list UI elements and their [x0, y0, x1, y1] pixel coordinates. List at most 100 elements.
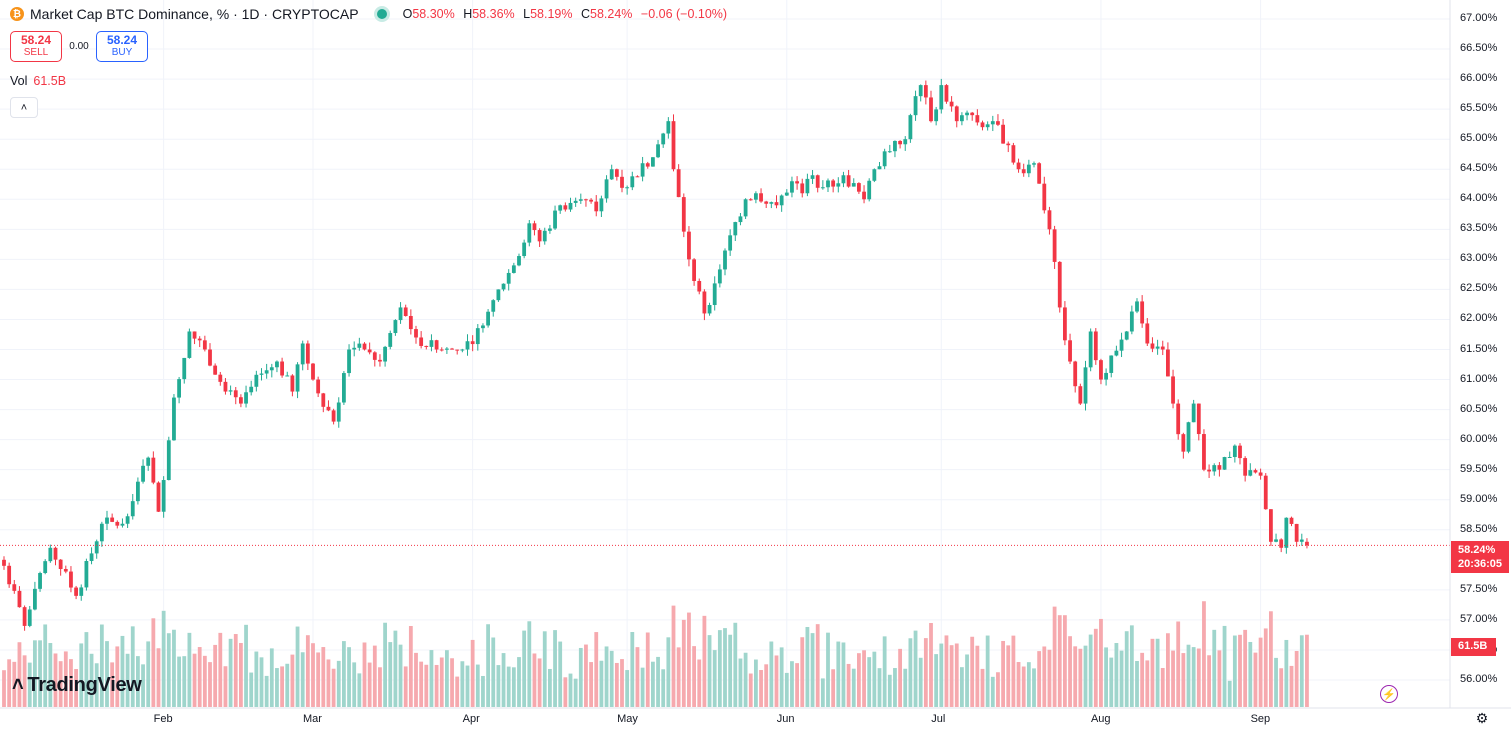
volume-bar: [620, 659, 624, 707]
buy-button[interactable]: 58.24 BUY: [96, 31, 148, 62]
candle-body: [89, 553, 94, 562]
volume-bar: [1171, 650, 1175, 707]
price-tick-label: 64.00%: [1460, 192, 1498, 205]
candle-body: [136, 481, 140, 502]
bar-countdown: 20:36:05: [1458, 558, 1503, 570]
candle-body: [867, 180, 872, 200]
volume-bar: [707, 635, 712, 707]
candle-body: [378, 359, 382, 362]
candle-body: [326, 406, 331, 411]
candle-body: [640, 163, 645, 177]
volume-bar: [687, 612, 691, 707]
price-tick-label: 66.00%: [1460, 72, 1498, 85]
volume-bar: [1021, 666, 1026, 707]
volume-bar: [913, 630, 918, 707]
volume-bar: [305, 635, 310, 707]
time-tick-label: Sep: [1250, 713, 1271, 725]
candle-body: [790, 181, 794, 193]
chevron-up-icon[interactable]: ˄: [10, 97, 38, 118]
market-status-icon[interactable]: [376, 9, 387, 19]
candle-body: [1166, 349, 1170, 377]
candle-body: [506, 272, 511, 284]
volume-bar: [43, 624, 48, 707]
last-price-value: 58.24%: [1458, 544, 1496, 556]
symbol-title[interactable]: Market Cap BTC Dominance, % · 1D · CRYPT…: [30, 6, 359, 22]
candle-body: [836, 183, 841, 187]
candle-body: [1016, 162, 1021, 170]
candle-body: [2, 559, 6, 566]
candle-body: [1114, 350, 1119, 356]
time-tick-label: Jun: [776, 713, 795, 725]
candle-body: [141, 465, 145, 482]
volume-bar: [1181, 653, 1186, 707]
price-tick-label: 63.50%: [1460, 222, 1498, 235]
volume-bar: [815, 624, 820, 707]
lightning-icon[interactable]: ⚡: [1380, 685, 1398, 703]
volume-bar: [12, 661, 17, 707]
volume-bar: [249, 672, 254, 707]
price-tick-label: 66.50%: [1460, 42, 1498, 55]
volume-bar: [7, 659, 12, 707]
volume-bar: [702, 615, 707, 707]
volume-bar: [511, 667, 516, 707]
volume-bar: [1269, 611, 1273, 707]
price-tick-label: 62.00%: [1460, 312, 1498, 325]
volume-bar: [949, 645, 954, 707]
volume-bar: [1160, 668, 1165, 707]
sell-button[interactable]: 58.24 SELL: [10, 31, 62, 62]
volume-bar: [1222, 625, 1227, 707]
volume-bar: [27, 662, 32, 707]
trade-buttons: 58.24 SELL 0.00 58.24 BUY: [10, 31, 148, 62]
candle-body: [182, 357, 187, 380]
candle-body: [105, 517, 109, 524]
volume-bar: [738, 658, 743, 707]
candle-body: [604, 179, 609, 199]
candle-body: [1109, 355, 1114, 373]
volume-legend[interactable]: Vol 61.5B: [10, 74, 66, 88]
candle-body: [630, 176, 635, 188]
candle-body: [331, 410, 336, 422]
candle-body: [197, 338, 202, 341]
volume-bar: [1212, 629, 1217, 707]
price-tick-label: 65.50%: [1460, 102, 1498, 115]
candle-body: [383, 346, 387, 362]
candle-body: [233, 390, 238, 398]
candle-body: [486, 311, 490, 326]
candle-body: [414, 329, 418, 338]
candle-body: [352, 347, 357, 350]
candle-body: [918, 85, 923, 97]
volume-bar: [1227, 680, 1232, 707]
volume-bar: [1176, 621, 1181, 707]
volume-bar: [723, 628, 727, 707]
gear-icon[interactable]: ⚙: [1475, 709, 1489, 726]
volume-bar: [1052, 606, 1057, 707]
volume-bar: [357, 673, 362, 707]
candle-body: [305, 343, 310, 364]
volume-bar: [1140, 652, 1145, 707]
volume-bar: [903, 668, 908, 707]
volume-bar: [336, 660, 341, 707]
candle-body: [1093, 331, 1098, 361]
candle-body: [522, 242, 527, 257]
volume-bar: [661, 669, 666, 707]
candle-body: [1269, 509, 1273, 542]
candle-body: [1222, 457, 1227, 470]
candle-body: [707, 305, 712, 314]
candle-body: [573, 200, 578, 203]
tradingview-logo[interactable]: ˄ TradingView: [12, 674, 142, 697]
volume-bar: [1253, 652, 1258, 707]
candle-body: [1001, 124, 1005, 144]
volume-bar: [378, 667, 382, 707]
volume-bar: [651, 661, 655, 707]
candle-body: [609, 169, 614, 180]
price-tick-label: 64.50%: [1460, 162, 1498, 175]
candle-body: [259, 373, 264, 375]
volume-bar: [403, 666, 408, 707]
volume-bar: [496, 665, 501, 707]
candle-body: [496, 289, 501, 301]
candle-body: [74, 587, 78, 596]
volume-bar: [1248, 641, 1253, 707]
candle-body: [661, 133, 666, 145]
volume-bar: [584, 644, 588, 707]
